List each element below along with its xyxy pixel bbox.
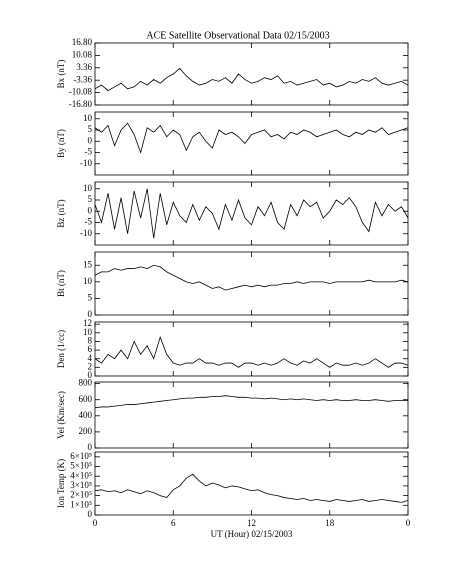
x-tick-label: 6 [171, 518, 176, 528]
y-tick-label: 10 [83, 276, 93, 286]
y-tick-label: 6×10⁵ [70, 451, 92, 461]
data-line [94, 473, 409, 503]
y-tick-label: -5 [85, 147, 93, 157]
y-tick-label: 1×10⁵ [70, 499, 92, 509]
plot-frame [94, 111, 409, 176]
y-tick-label: 12 [83, 318, 92, 328]
y-tick-label: 2×10⁵ [70, 490, 92, 500]
data-line [94, 67, 409, 92]
x-tick-label: 12 [247, 518, 256, 528]
data-line [94, 264, 409, 291]
y-tick-label: 4×10⁵ [70, 470, 92, 480]
y-tick-label: 400 [79, 410, 93, 420]
y-tick-label: 10 [83, 113, 93, 123]
y-tick-label: 3×10⁵ [70, 480, 92, 490]
y-tick-label: -10 [80, 158, 92, 168]
plot-frame [94, 381, 409, 449]
x-tick-label: 0 [406, 518, 411, 528]
y-tick-label: 5 [88, 194, 93, 204]
y-tick-label: -16.80 [69, 99, 93, 109]
data-line [94, 335, 409, 368]
data-line [94, 122, 409, 154]
y-axis-label: Bx (nT) [56, 60, 66, 89]
y-tick-label: 8 [88, 336, 93, 346]
data-line [94, 395, 408, 409]
y-tick-label: 800 [79, 378, 93, 388]
y-tick-label: 4 [88, 353, 93, 363]
y-tick-label: 0 [88, 509, 93, 519]
y-tick-label: 16.80 [72, 37, 93, 47]
y-axis-label: Den (1/cc) [56, 330, 66, 368]
y-tick-label: 0 [88, 442, 93, 452]
plot-frame [94, 251, 409, 316]
y-tick-label: 200 [79, 426, 93, 436]
y-tick-label: 6 [88, 344, 93, 354]
y-tick-label: 10 [83, 327, 93, 337]
x-tick-label: 0 [93, 518, 98, 528]
y-tick-label: 600 [79, 394, 93, 404]
chart-title: ACE Satellite Observational Data 02/15/2… [146, 30, 329, 41]
plot-frame [94, 451, 409, 516]
y-tick-label: 3.36 [76, 62, 92, 72]
x-axis-label: UT (Hour) 02/15/2003 [211, 529, 293, 539]
y-tick-label: 10.08 [72, 49, 93, 59]
y-tick-label: 0 [88, 370, 93, 380]
plot-frame [94, 42, 409, 106]
y-axis-label: Bz (nT) [56, 199, 66, 227]
x-tick-label: 18 [325, 518, 335, 528]
y-axis-label: Vel (Km/sec) [56, 391, 66, 439]
plot-frame [94, 321, 409, 377]
y-tick-label: -5 [85, 217, 93, 227]
y-axis-label: Ion Temp (K) [56, 459, 66, 508]
y-tick-label: 2 [88, 361, 93, 371]
y-tick-label: 10 [83, 183, 93, 193]
y-tick-label: 0 [88, 135, 93, 145]
y-axis-label: Bt (nT) [56, 270, 66, 297]
y-tick-label: -3.36 [73, 74, 92, 84]
y-tick-label: -10 [80, 228, 92, 238]
y-tick-label: -10.08 [69, 87, 93, 97]
y-tick-label: 15 [83, 259, 93, 269]
y-tick-label: 0 [88, 205, 93, 215]
y-axis-label: By (nT) [56, 129, 66, 158]
y-tick-label: 5 [88, 292, 93, 302]
y-tick-label: 0 [88, 309, 93, 319]
y-tick-label: 5×10⁵ [70, 461, 92, 471]
data-line [94, 188, 409, 239]
y-tick-label: 5 [88, 124, 93, 134]
